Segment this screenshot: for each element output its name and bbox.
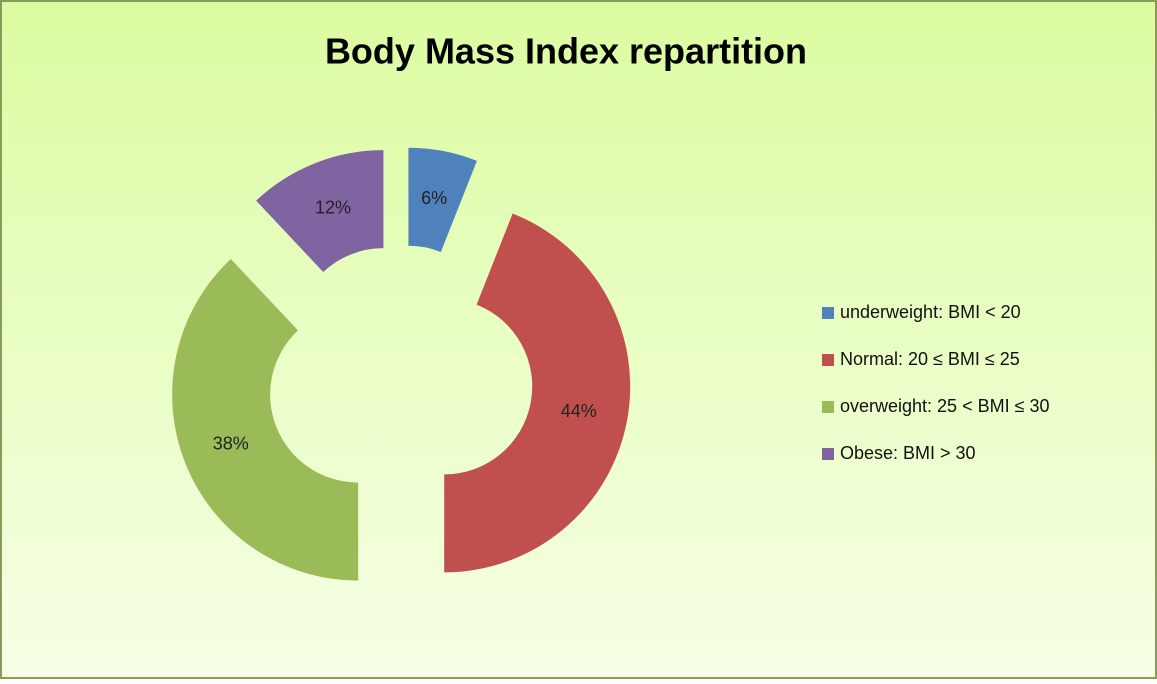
legend-swatch	[822, 354, 834, 366]
donut-slice	[444, 213, 631, 573]
donut: 6% 44% 38% 12%	[172, 147, 631, 581]
legend-swatch	[822, 307, 834, 319]
legend-label: overweight: 25 < BMI ≤ 30	[840, 396, 1050, 416]
legend-label: Normal: 20 ≤ BMI ≤ 25	[840, 349, 1020, 369]
chart-title: Body Mass Index repartition	[325, 31, 807, 72]
donut-slice	[256, 150, 384, 273]
data-label: 44%	[561, 401, 597, 421]
legend-swatch	[822, 448, 834, 460]
legend-label: underweight: BMI < 20	[840, 302, 1021, 322]
legend-swatch	[822, 401, 834, 413]
data-label: 38%	[213, 434, 249, 454]
donut-slice	[172, 258, 359, 581]
data-label: 12%	[315, 198, 351, 218]
data-label: 6%	[421, 188, 447, 208]
donut-slice	[408, 147, 477, 252]
legend-label: Obese: BMI > 30	[840, 443, 976, 463]
legend: underweight: BMI < 20 Normal: 20 ≤ BMI ≤ …	[822, 302, 1050, 463]
